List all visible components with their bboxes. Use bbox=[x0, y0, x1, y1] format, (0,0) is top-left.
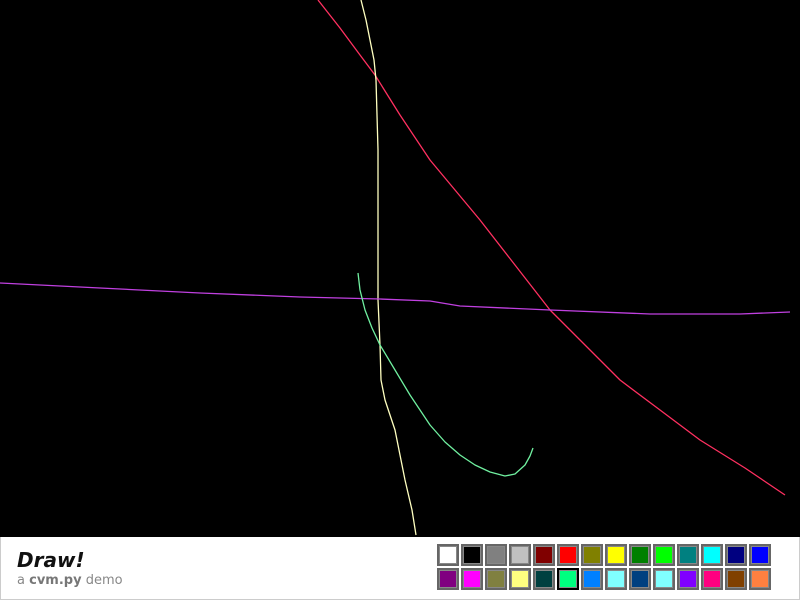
color-swatch[interactable] bbox=[461, 544, 483, 566]
color-swatch[interactable] bbox=[533, 544, 555, 566]
subtitle-prefix: a bbox=[17, 573, 30, 588]
color-swatch[interactable] bbox=[701, 544, 723, 566]
color-swatch[interactable] bbox=[653, 544, 675, 566]
color-swatch[interactable] bbox=[533, 568, 555, 590]
app-subtitle: a cvm.py demo bbox=[17, 573, 123, 588]
subtitle-suffix: demo bbox=[81, 573, 123, 588]
drawn-stroke bbox=[360, 0, 417, 536]
drawn-stroke bbox=[0, 282, 791, 315]
color-swatch[interactable] bbox=[557, 544, 579, 566]
color-swatch[interactable] bbox=[437, 568, 459, 590]
color-swatch[interactable] bbox=[701, 568, 723, 590]
color-swatch[interactable] bbox=[485, 544, 507, 566]
color-swatch[interactable] bbox=[749, 568, 771, 590]
color-swatch[interactable] bbox=[581, 544, 603, 566]
color-swatch[interactable] bbox=[725, 568, 747, 590]
color-swatch[interactable] bbox=[485, 568, 507, 590]
color-swatch[interactable] bbox=[629, 544, 651, 566]
color-swatch[interactable] bbox=[725, 544, 747, 566]
color-swatch[interactable] bbox=[677, 568, 699, 590]
color-swatch[interactable] bbox=[509, 544, 531, 566]
app-title: Draw! bbox=[17, 548, 85, 572]
drawn-stroke bbox=[317, 0, 786, 496]
color-swatch[interactable] bbox=[629, 568, 651, 590]
color-swatch[interactable] bbox=[557, 568, 579, 590]
color-swatch[interactable] bbox=[509, 568, 531, 590]
drawing-canvas[interactable] bbox=[0, 0, 800, 537]
color-swatch[interactable] bbox=[461, 568, 483, 590]
footer-bar: Draw! a cvm.py demo bbox=[0, 537, 800, 600]
subtitle-brand: cvm.py bbox=[29, 573, 82, 588]
drawn-stroke bbox=[357, 272, 534, 477]
color-swatch[interactable] bbox=[581, 568, 603, 590]
color-swatch[interactable] bbox=[749, 544, 771, 566]
color-swatch[interactable] bbox=[653, 568, 675, 590]
color-swatch[interactable] bbox=[605, 568, 627, 590]
color-swatch[interactable] bbox=[605, 544, 627, 566]
color-swatch[interactable] bbox=[437, 544, 459, 566]
color-swatch[interactable] bbox=[677, 544, 699, 566]
color-palette bbox=[437, 544, 771, 590]
